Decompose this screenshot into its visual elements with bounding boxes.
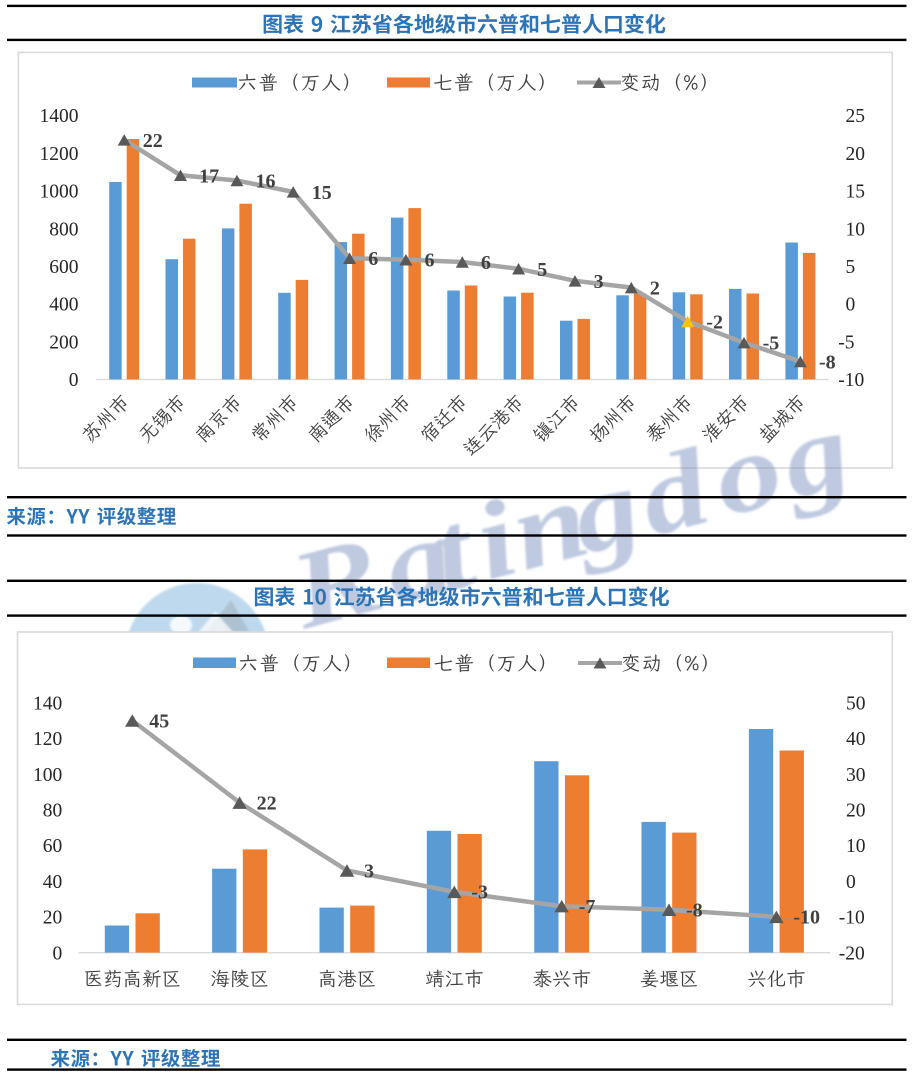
svg-text:5: 5	[846, 257, 856, 278]
svg-text:-5: -5	[763, 333, 780, 355]
svg-text:6: 6	[481, 252, 491, 274]
svg-text:6: 6	[368, 248, 378, 270]
svg-text:-7: -7	[579, 896, 596, 918]
svg-text:600: 600	[49, 257, 78, 278]
svg-text:120: 120	[33, 729, 62, 750]
svg-text:80: 80	[43, 801, 63, 822]
svg-text:1000: 1000	[40, 182, 79, 203]
svg-text:45: 45	[149, 710, 169, 732]
svg-text:-5: -5	[838, 332, 854, 353]
svg-text:17: 17	[199, 165, 219, 187]
svg-text:-8: -8	[819, 352, 836, 374]
svg-text:15: 15	[846, 182, 866, 203]
svg-text:140: 140	[33, 693, 62, 714]
svg-text:40: 40	[846, 729, 866, 750]
svg-text:-10: -10	[793, 907, 820, 929]
svg-text:0: 0	[846, 872, 856, 893]
svg-text:1200: 1200	[40, 144, 79, 165]
svg-text:0: 0	[53, 943, 63, 964]
svg-text:60: 60	[43, 836, 63, 857]
svg-text:800: 800	[49, 219, 78, 240]
svg-text:-10: -10	[838, 370, 864, 391]
svg-text:1400: 1400	[40, 106, 79, 127]
svg-text:50: 50	[846, 693, 866, 714]
svg-text:400: 400	[49, 295, 78, 316]
svg-text:25: 25	[846, 106, 866, 127]
svg-text:-10: -10	[839, 908, 865, 929]
svg-text:-20: -20	[839, 943, 865, 964]
svg-text:22: 22	[257, 792, 277, 814]
svg-text:200: 200	[49, 332, 78, 353]
svg-text:22: 22	[143, 130, 163, 152]
svg-text:20: 20	[846, 801, 866, 822]
svg-text:6: 6	[425, 250, 435, 272]
svg-text:20: 20	[846, 144, 866, 165]
svg-text:3: 3	[364, 860, 374, 882]
svg-text:-8: -8	[686, 900, 703, 922]
svg-text:2: 2	[650, 278, 660, 300]
svg-text:10: 10	[846, 836, 866, 857]
svg-text:5: 5	[537, 259, 547, 281]
svg-text:20: 20	[43, 908, 63, 929]
svg-text:40: 40	[43, 872, 63, 893]
svg-text:10: 10	[846, 219, 866, 240]
svg-text:15: 15	[312, 182, 332, 204]
svg-text:100: 100	[33, 765, 62, 786]
svg-text:0: 0	[69, 370, 79, 391]
svg-text:16: 16	[256, 171, 276, 193]
svg-text:-3: -3	[471, 882, 488, 904]
svg-text:-2: -2	[706, 312, 723, 334]
svg-text:0: 0	[846, 295, 856, 316]
svg-text:30: 30	[846, 765, 866, 786]
svg-text:3: 3	[594, 271, 604, 293]
